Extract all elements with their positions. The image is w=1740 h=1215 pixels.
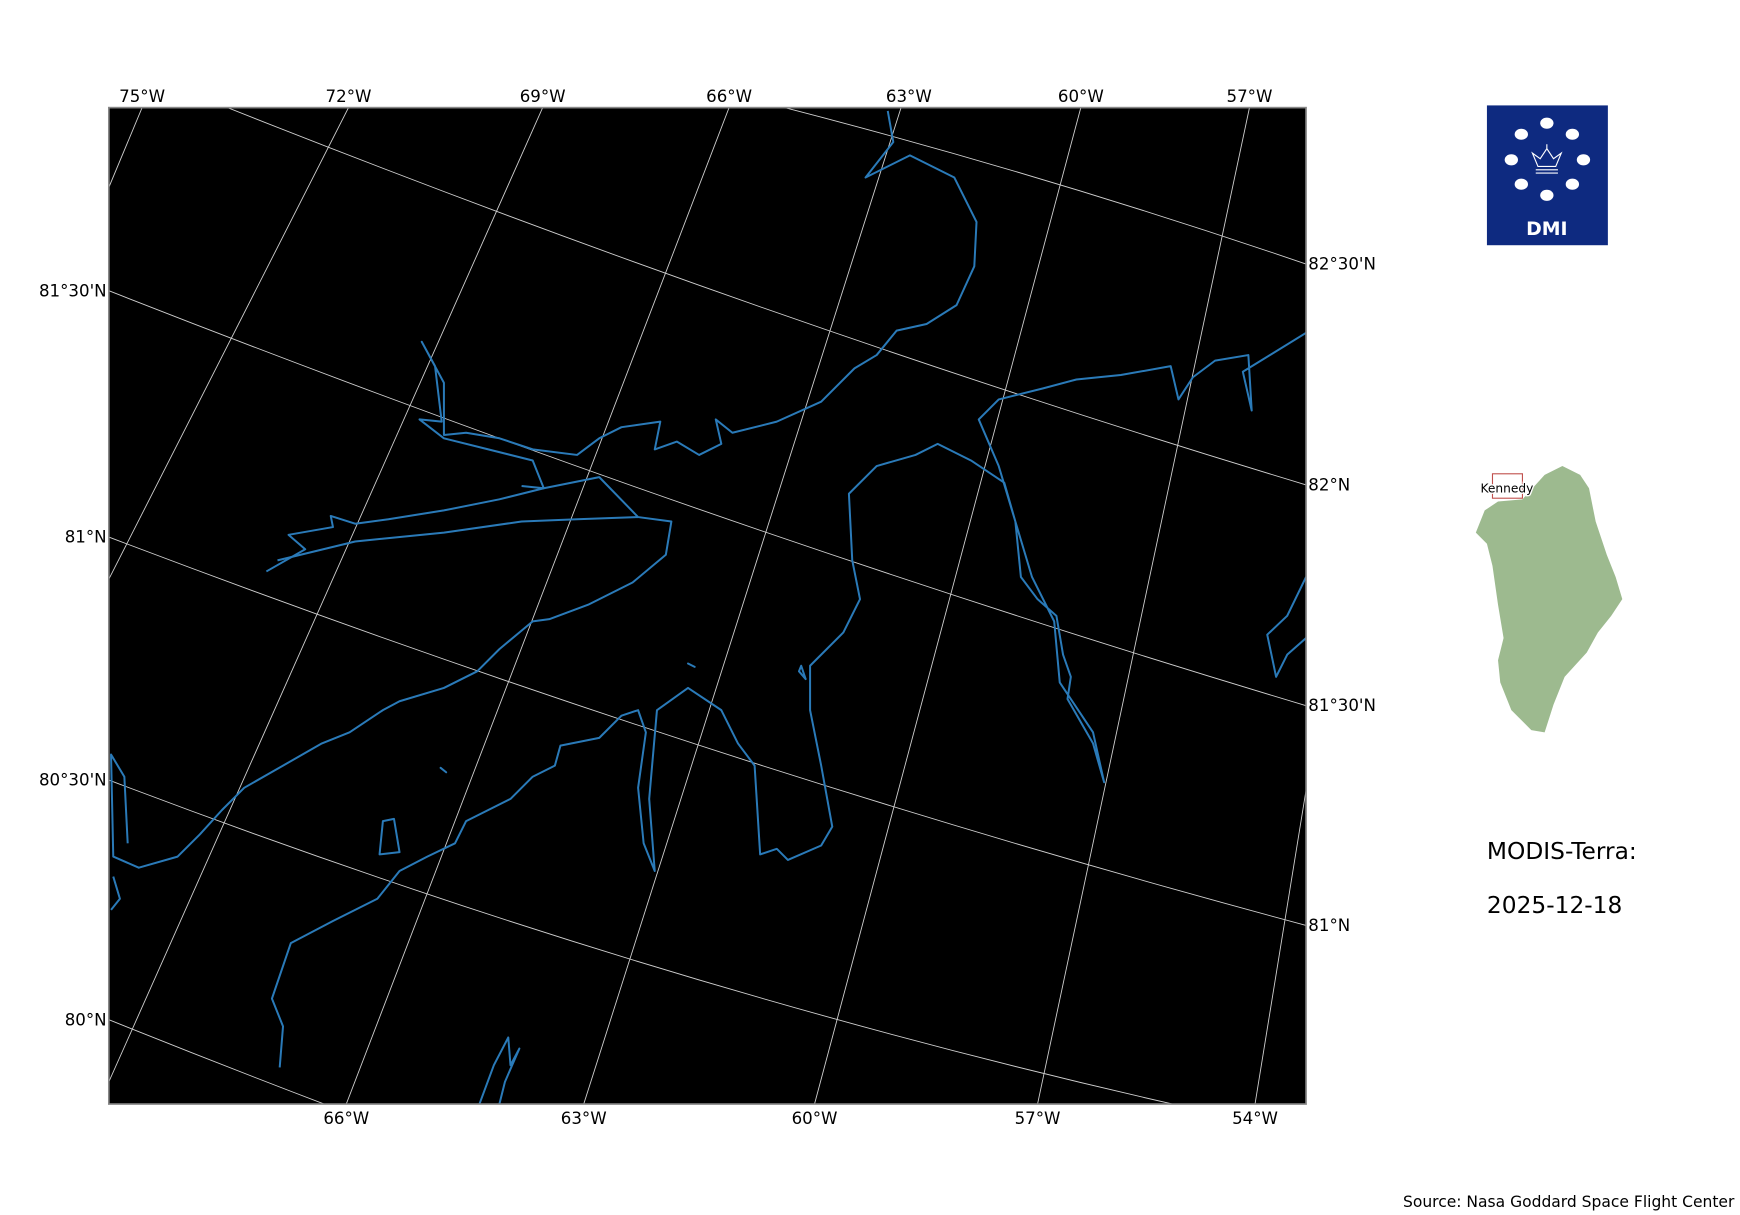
meridian-69w: [108, 107, 544, 1083]
lon-label: 57°W: [1015, 1109, 1061, 1128]
lat-label: 82°30'N: [1308, 255, 1376, 274]
meridian-60w: [814, 107, 1082, 1105]
lon-label: 54°W: [1232, 1109, 1278, 1128]
island: [1266, 576, 1307, 678]
coastline: [277, 516, 639, 562]
region-box: [1491, 473, 1523, 499]
meridian-54w: [1254, 789, 1307, 1105]
date-label: 2025-12-18: [1487, 892, 1622, 919]
lon-label: 69°W: [520, 87, 566, 106]
lon-label: 57°W: [1227, 87, 1273, 106]
meridian-75w: [108, 107, 143, 189]
left-latitude-labels: 81°30'N 81°N 80°30'N 80°N: [39, 281, 107, 1029]
meridian-72w: [108, 107, 349, 580]
map-frame: [108, 107, 1307, 1105]
source-credit: Source: Nasa Goddard Space Flight Center: [1403, 1193, 1735, 1211]
meridian-66w: [345, 107, 730, 1105]
region-label: Kennedy: [1481, 482, 1534, 496]
parallel-80-30n: [108, 779, 1175, 1105]
lat-label: 81°30'N: [1308, 696, 1376, 715]
parallel-82n: [226, 107, 1307, 486]
coastline: [418, 110, 978, 490]
bottom-longitude-labels: 66°W 63°W 60°W 57°W 54°W: [323, 1109, 1278, 1128]
lon-label: 63°W: [886, 87, 932, 106]
parallel-81n: [108, 536, 1307, 926]
logo-text: DMI: [1526, 218, 1567, 240]
coastline: [110, 332, 1307, 1068]
lat-label: 81°30'N: [39, 281, 107, 300]
island: [478, 1036, 521, 1105]
lon-label: 66°W: [706, 87, 752, 106]
crown-icon: [1531, 144, 1563, 174]
meridian-57w: [1037, 107, 1250, 1105]
lon-label: 60°W: [1058, 87, 1104, 106]
parallel-81-30n: [108, 290, 1307, 707]
coastlines: [110, 110, 1307, 1105]
lat-label: 82°N: [1308, 475, 1350, 494]
lon-label: 60°W: [792, 1109, 838, 1128]
coastline: [110, 476, 673, 869]
dots-ring-icon: [1504, 117, 1591, 201]
parallel-82-30n: [782, 107, 1307, 265]
lat-label: 80°N: [65, 1010, 107, 1029]
meridian-63w: [583, 107, 902, 1105]
sensor-label: MODIS-Terra:: [1487, 838, 1637, 865]
lat-label: 81°N: [1308, 916, 1350, 935]
lon-label: 63°W: [561, 1109, 607, 1128]
lon-label: 72°W: [326, 87, 372, 106]
greenland-shape: [1475, 466, 1623, 733]
island: [439, 662, 807, 774]
island: [378, 817, 401, 856]
greenland-inset: Kennedy: [1475, 466, 1623, 733]
lon-label: 66°W: [323, 1109, 369, 1128]
right-latitude-labels: 82°30'N 82°N 81°30'N 81°N: [1308, 255, 1376, 935]
lon-label: 75°W: [119, 87, 165, 106]
parallel-80n: [108, 1019, 326, 1105]
top-longitude-labels: 75°W 72°W 69°W 66°W 63°W 60°W 57°W: [119, 87, 1272, 106]
dmi-logo: DMI: [1486, 105, 1608, 246]
lat-label: 81°N: [65, 528, 107, 547]
map-border: [107, 106, 1307, 1105]
graticule: [108, 107, 1307, 1105]
lat-label: 80°30'N: [39, 771, 107, 790]
